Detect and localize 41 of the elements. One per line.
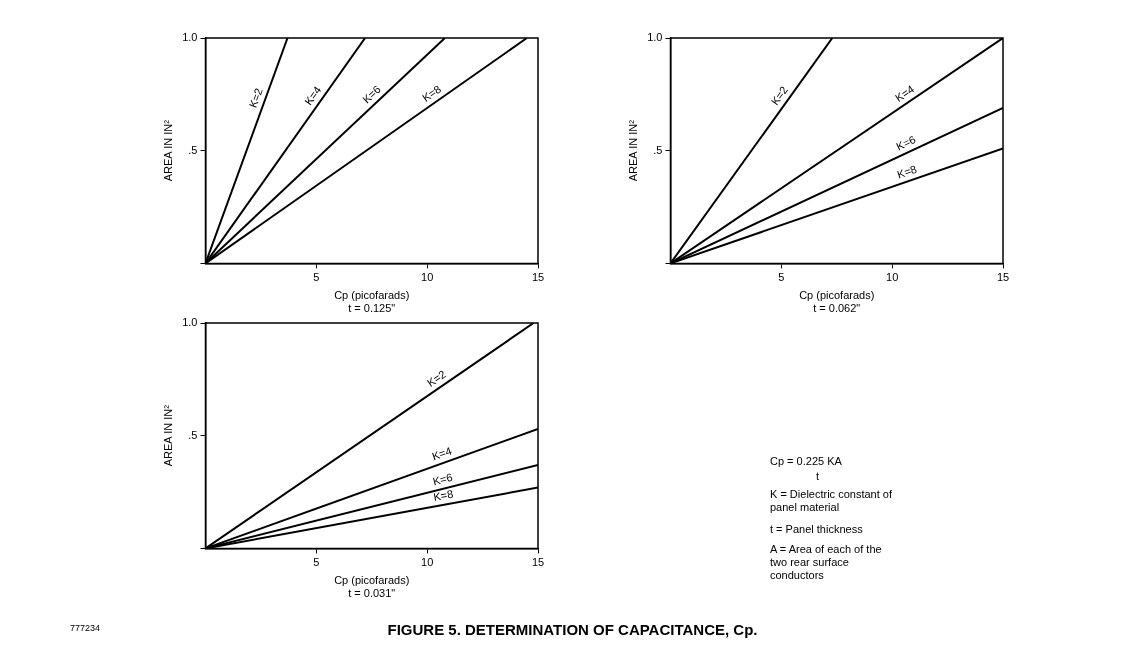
y-tick-label: 1.0 xyxy=(182,31,198,44)
x-tick-label: 15 xyxy=(531,271,545,284)
y-axis-title: AREA IN IN² xyxy=(161,404,174,467)
y-tick-label: .5 xyxy=(653,143,663,156)
y-tick-label: 1.0 xyxy=(647,31,663,44)
text: Cp = 0.225 KA xyxy=(770,455,842,467)
x-tick-label: 5 xyxy=(313,556,320,569)
text: 777234 xyxy=(70,623,101,633)
text: t = 0.125" xyxy=(348,302,396,315)
text: A = Area of each of the two rear surface conductors xyxy=(770,543,883,582)
x-tick-label: 15 xyxy=(996,271,1010,284)
text: t = Panel thickness xyxy=(770,523,864,535)
text: t = 0.031" xyxy=(348,587,396,600)
text: K = Dielectric constant of panel material xyxy=(770,488,893,514)
y-tick-label: .5 xyxy=(188,143,198,156)
x-tick-label: 10 xyxy=(421,556,434,569)
x-tick-label: 10 xyxy=(886,271,899,284)
y-axis-title: AREA IN IN² xyxy=(626,119,639,182)
y-tick-label: 1.0 xyxy=(182,316,198,329)
x-tick-label: 5 xyxy=(778,271,785,284)
x-tick-label: 5 xyxy=(313,271,320,284)
x-tick-label: 15 xyxy=(531,556,545,569)
text: K=6 xyxy=(431,470,454,488)
x-axis-title: Cp (picofarads) xyxy=(799,289,875,302)
text: t = 0.062" xyxy=(813,302,861,315)
text: K=6 xyxy=(894,133,918,153)
text: K=2 xyxy=(246,86,265,110)
text: K=6 xyxy=(360,83,383,106)
text: K=4 xyxy=(430,444,454,463)
caption: FIGURE 5. DETERMINATION OF CAPACITANCE, Cp. xyxy=(387,621,758,638)
y-tick-label: .5 xyxy=(188,428,198,441)
y-axis-title: AREA IN IN² xyxy=(161,119,174,182)
x-axis-title: Cp (picofarads) xyxy=(334,574,410,587)
text: K=2 xyxy=(424,367,448,389)
x-tick-label: 10 xyxy=(421,271,434,284)
text: K=4 xyxy=(892,82,917,104)
text: K=8 xyxy=(895,162,919,181)
text: t xyxy=(816,470,820,482)
text: K=8 xyxy=(432,487,455,503)
text: K=8 xyxy=(419,82,444,104)
x-axis-title: Cp (picofarads) xyxy=(334,289,410,302)
